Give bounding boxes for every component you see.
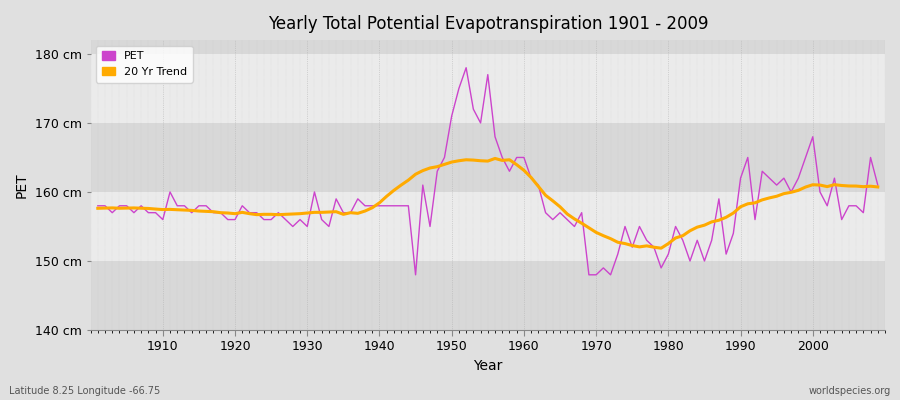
20 Yr Trend — [309, 210, 320, 215]
20 Yr Trend — [150, 207, 161, 212]
Bar — [91, 192, 885, 261]
PET — [526, 176, 536, 180]
PET — [410, 272, 421, 277]
20 Yr Trend — [518, 168, 529, 173]
Text: worldspecies.org: worldspecies.org — [809, 386, 891, 396]
Line: 20 Yr Trend: 20 Yr Trend — [98, 158, 878, 248]
Line: PET: PET — [98, 68, 878, 275]
Legend: PET, 20 Yr Trend: PET, 20 Yr Trend — [96, 46, 193, 82]
Bar — [91, 123, 885, 192]
Y-axis label: PET: PET — [15, 172, 29, 198]
20 Yr Trend — [612, 240, 623, 245]
PET — [461, 65, 472, 70]
20 Yr Trend — [93, 206, 104, 211]
Title: Yearly Total Potential Evapotranspiration 1901 - 2009: Yearly Total Potential Evapotranspiratio… — [267, 15, 708, 33]
PET — [309, 190, 320, 194]
20 Yr Trend — [872, 184, 883, 189]
20 Yr Trend — [656, 246, 667, 250]
PET — [872, 183, 883, 188]
Bar — [91, 54, 885, 123]
Bar — [91, 261, 885, 330]
X-axis label: Year: Year — [473, 359, 502, 373]
20 Yr Trend — [526, 175, 536, 180]
20 Yr Trend — [353, 211, 364, 216]
Text: Latitude 8.25 Longitude -66.75: Latitude 8.25 Longitude -66.75 — [9, 386, 160, 396]
Bar — [91, 40, 885, 54]
PET — [533, 183, 544, 188]
PET — [150, 210, 161, 215]
PET — [93, 203, 104, 208]
PET — [619, 224, 630, 229]
20 Yr Trend — [490, 156, 500, 161]
PET — [353, 196, 364, 201]
